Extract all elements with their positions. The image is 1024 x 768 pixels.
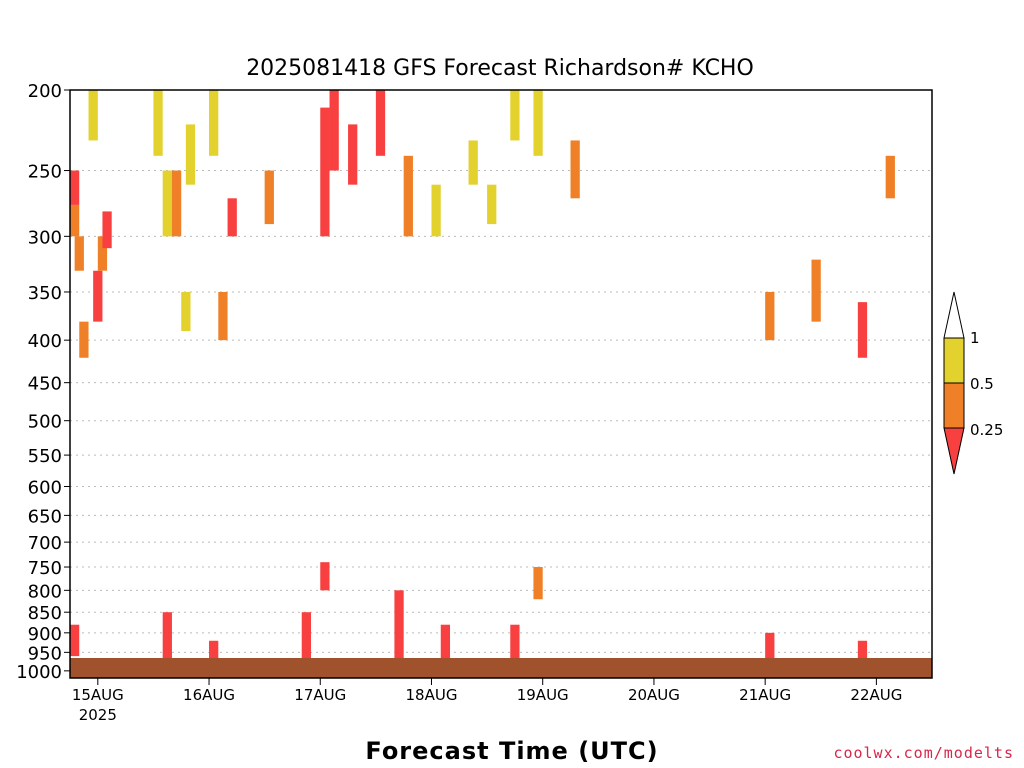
heatmap-cell <box>93 270 103 322</box>
y-tick-label: 350 <box>28 283 62 304</box>
heatmap-cell <box>533 90 543 156</box>
legend-arrow-bottom <box>943 427 965 475</box>
heatmap-cell <box>510 90 520 141</box>
y-tick-label: 400 <box>28 331 62 352</box>
heatmap-cell <box>162 612 172 671</box>
heatmap-cell <box>533 567 543 600</box>
heatmap-cell <box>209 90 219 156</box>
y-tick-label: 1000 <box>16 662 62 683</box>
grid-lines <box>70 170 932 672</box>
heatmap-cell <box>857 302 868 358</box>
heatmap-cell <box>570 140 580 199</box>
y-tick-label: 850 <box>28 603 62 624</box>
heatmap-cell <box>348 124 358 185</box>
heatmap-cell <box>79 321 89 358</box>
heatmap-cell <box>97 236 108 271</box>
heatmap-cell <box>320 562 330 591</box>
heatmap-cell <box>218 291 228 341</box>
y-tick-label: 950 <box>28 643 62 664</box>
chart-title: 2025081418 GFS Forecast Richardson# KCHO <box>246 56 754 81</box>
legend-label: 0.5 <box>970 375 994 393</box>
x-tick-label: 17AUG <box>294 686 346 704</box>
x-tick-label: 15AUG <box>72 686 124 704</box>
heatmap-cell <box>394 590 404 671</box>
heatmap-cell <box>181 291 191 332</box>
y-tick-label: 600 <box>28 477 62 498</box>
plot-frame <box>69 89 933 679</box>
x-tick-label: 21AUG <box>739 686 791 704</box>
heatmap-cell <box>765 291 775 341</box>
heatmap-cell <box>510 624 520 671</box>
x-axis-ticks: 15AUG 2025 16AUG 17AUG 18AUG 19AUG 20AUG 21AUG 2… <box>72 678 902 724</box>
heatmap-cell <box>171 170 182 237</box>
legend-arrow-top <box>943 291 965 339</box>
legend-label: 1 <box>970 329 980 347</box>
y-tick-label: 300 <box>28 227 62 248</box>
heatmap-cell <box>329 90 339 171</box>
y-axis-ticks: 200 250 300 350 400 450 500 550 600 650 700 7508008… <box>16 81 70 683</box>
heatmap-cell <box>403 155 413 237</box>
heatmap-cell <box>70 204 80 237</box>
y-tick-label: 750 <box>28 558 62 579</box>
heatmap-cells <box>70 90 895 671</box>
ground-layer <box>70 658 932 678</box>
color-legend: 1 0.5 0.25 <box>943 291 1003 475</box>
y-tick-label: 200 <box>28 81 62 102</box>
y-tick-label: 550 <box>28 446 62 467</box>
x-tick-label: 19AUG <box>517 686 569 704</box>
heatmap-cell <box>102 211 112 249</box>
y-tick-label: 700 <box>28 533 62 554</box>
y-tick-label: 800 <box>28 581 62 602</box>
heatmap-cell <box>320 107 330 237</box>
heatmap-cell <box>301 612 311 671</box>
source-credit: coolwx.com/modelts <box>833 744 1014 762</box>
x-tick-label: 22AUG <box>850 686 902 704</box>
heatmap-cell <box>375 90 386 156</box>
heatmap-cell <box>153 90 163 156</box>
y-tick-label: 450 <box>28 374 62 395</box>
legend-swatch <box>943 382 965 429</box>
heatmap-cell <box>885 155 895 199</box>
x-tick-label: 18AUG <box>406 686 458 704</box>
heatmap-cell <box>88 90 98 141</box>
heatmap-cell <box>468 140 478 185</box>
y-tick-label: 500 <box>28 412 62 433</box>
heatmap-cell <box>70 170 80 205</box>
x-tick-label: 20AUG <box>628 686 680 704</box>
heatmap-cell <box>185 124 196 185</box>
heatmap-cell <box>857 640 868 671</box>
heatmap-cell <box>162 170 172 237</box>
legend-label: 0.25 <box>970 421 1003 439</box>
x-tick-label: 16AUG <box>183 686 235 704</box>
heatmap-cell <box>74 236 84 271</box>
y-tick-label: 250 <box>28 162 62 183</box>
heatmap-cell <box>70 624 80 657</box>
legend-swatch <box>943 337 965 384</box>
heatmap-cell <box>440 624 451 671</box>
x-tick-sublabel: 2025 <box>79 706 117 724</box>
heatmap-cell <box>264 170 274 225</box>
heatmap-cell <box>811 259 821 322</box>
heatmap-cell <box>765 632 775 671</box>
heatmap-cell <box>209 640 219 671</box>
heatmap-cell <box>431 184 441 237</box>
heatmap-cell <box>227 198 237 237</box>
x-axis-label: Forecast Time (UTC) <box>365 737 658 765</box>
y-tick-label: 650 <box>28 506 62 527</box>
heatmap-cell <box>487 184 497 225</box>
y-tick-label: 900 <box>28 624 62 645</box>
